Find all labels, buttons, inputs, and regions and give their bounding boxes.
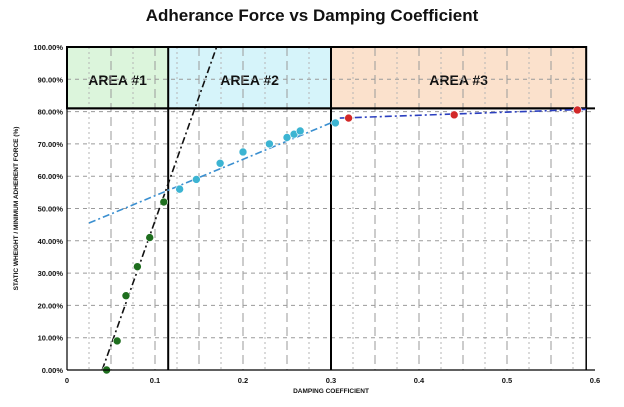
area-label-3: AREA #3 [429,72,488,88]
area-fill-2 [168,47,331,109]
data-point-series-3 [449,110,459,120]
data-point-series-1 [121,291,131,301]
y-axis-label: STATIC WHEIGHT / MINIMUM ADHERENT FORCE … [13,127,20,291]
data-point-series-1 [159,197,169,207]
x-axis-label: DAMPING COEFFICIENT [293,388,369,395]
y-tick-label: 60.00% [38,172,64,181]
data-point-series-1 [145,233,155,242]
data-point-series-2 [331,118,340,128]
data-point-series-2 [238,147,248,157]
x-tick-label: 0.2 [238,376,248,385]
data-point-series-3 [344,113,353,123]
y-tick-label: 90.00% [38,75,64,84]
data-point-series-2 [282,133,292,142]
data-points [102,105,582,375]
y-tick-label: 0.00% [42,366,64,375]
data-point-series-2 [295,126,305,136]
x-tick-label: 0.1 [150,376,160,385]
y-tick-label: 30.00% [38,269,64,278]
area-label-2: AREA #2 [220,72,279,88]
data-point-series-2 [265,139,274,149]
chart-title: Adherance Force vs Damping Coefficient [145,6,479,25]
x-tick-label: 0.6 [590,376,600,385]
trendline-2 [88,122,332,224]
data-point-series-3 [573,105,582,115]
trendline-3 [339,108,587,119]
y-tick-label: 50.00% [38,205,64,214]
trendline-1 [101,46,218,371]
y-tick-label: 10.00% [38,334,64,343]
y-tick-label: 40.00% [38,237,64,246]
data-point-series-2 [175,184,184,194]
data-point-series-2 [192,175,201,184]
data-point-series-2 [215,158,225,168]
x-tick-label: 0 [65,376,69,385]
trendlines [88,46,587,371]
y-tick-label: 80.00% [38,108,64,117]
y-tick-label: 100.00% [33,43,63,52]
area-label-1: AREA #1 [88,72,147,88]
y-tick-label: 20.00% [38,301,64,310]
area-fill-1 [67,47,169,109]
area-fill-3 [331,47,587,109]
x-tick-label: 0.3 [326,376,336,385]
data-point-series-1 [112,336,122,346]
data-point-series-1 [133,262,142,271]
x-tick-label: 0.5 [502,376,512,385]
axes [66,47,595,371]
area-regions: AREA #1 AREA #2 AREA #3 [67,47,587,109]
tick-labels: 0.00% 10.00% 20.00% 30.00% 40.00% 50.00% 60.00… [13,43,600,395]
x-tick-label: 0.4 [414,376,425,385]
y-tick-label: 70.00% [38,140,64,149]
